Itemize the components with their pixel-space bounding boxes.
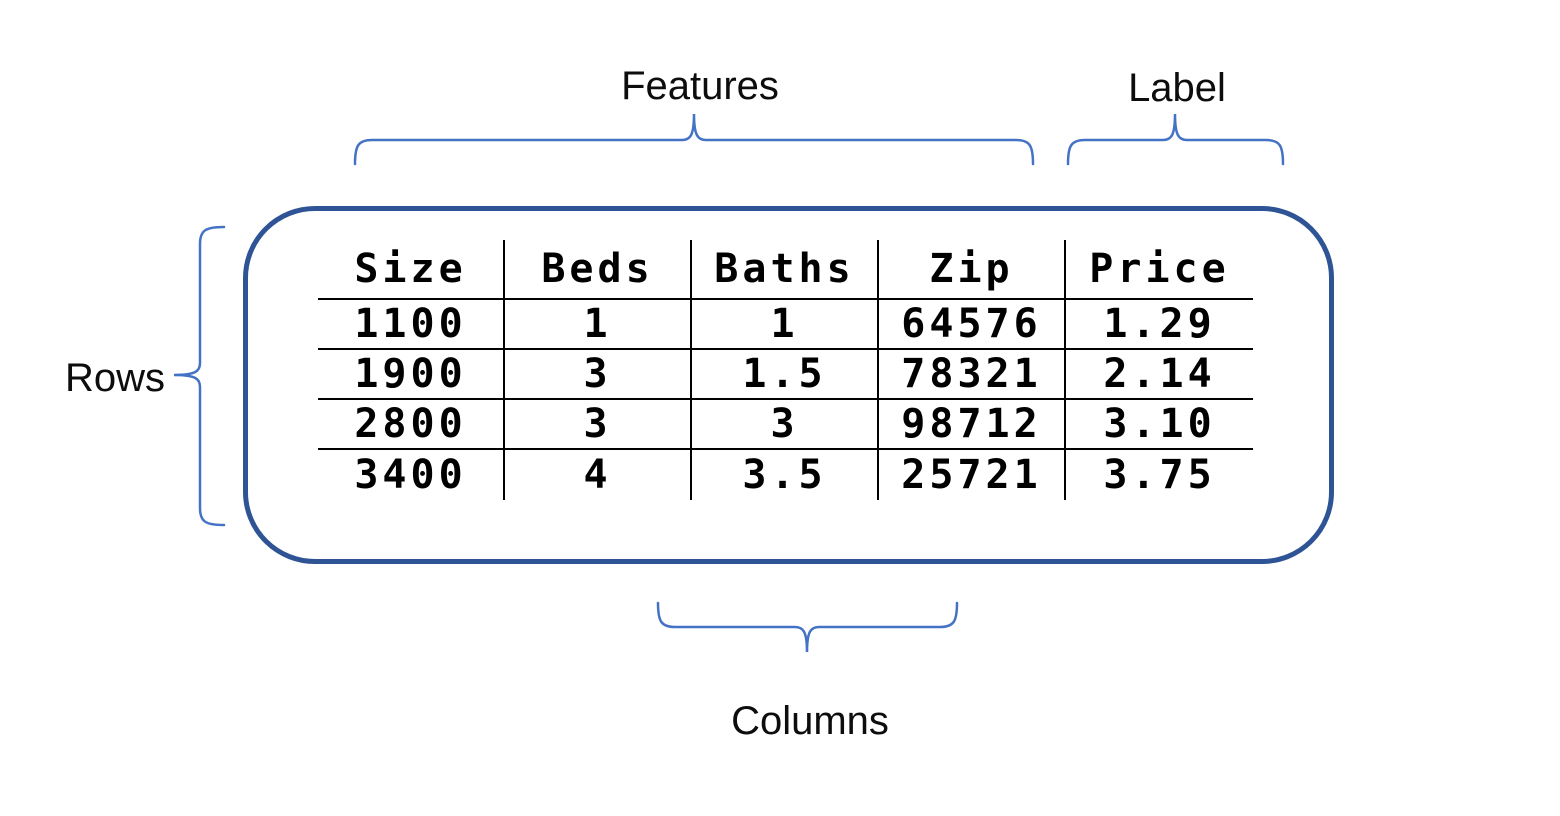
table-cell: 3400 — [318, 450, 505, 500]
dataset-table: Size Beds Baths Zip Price 1100 1 1 64576 1.29 1900… — [318, 240, 1253, 500]
table-header-cell: Zip — [879, 240, 1066, 300]
table-cell: 1900 — [318, 350, 505, 400]
table-cell: 1 — [692, 300, 879, 350]
table-header-cell: Size — [318, 240, 505, 300]
table-cell: 1.5 — [692, 350, 879, 400]
table-cell: 1100 — [318, 300, 505, 350]
rows-brace-icon — [173, 225, 226, 527]
columns-brace-icon — [656, 601, 959, 653]
columns-label: Columns — [731, 699, 889, 743]
table-cell: 3 — [505, 400, 692, 450]
table-cell: 4 — [505, 450, 692, 500]
table-header-cell: Price — [1066, 240, 1253, 300]
table-cell: 64576 — [879, 300, 1066, 350]
table-cell: 1.29 — [1066, 300, 1253, 350]
label-label: Label — [1128, 66, 1226, 110]
table-cell: 98712 — [879, 400, 1066, 450]
table-cell: 2.14 — [1066, 350, 1253, 400]
rows-label: Rows — [64, 356, 165, 400]
table-header-cell: Baths — [692, 240, 879, 300]
table-header-cell: Beds — [505, 240, 692, 300]
table-cell: 25721 — [879, 450, 1066, 500]
table-cell: 2800 — [318, 400, 505, 450]
table-cell: 78321 — [879, 350, 1066, 400]
dataset-box — [243, 206, 1334, 564]
table-cell: 1 — [505, 300, 692, 350]
table-cell: 3.10 — [1066, 400, 1253, 450]
label-brace-icon — [1066, 113, 1285, 166]
features-brace-icon — [353, 113, 1035, 166]
table-cell: 3.75 — [1103, 452, 1216, 498]
features-label: Features — [621, 64, 779, 108]
table-cell: 3 — [505, 350, 692, 400]
table-cell: 3.5 — [692, 450, 879, 500]
table-cell: 3 — [692, 400, 879, 450]
